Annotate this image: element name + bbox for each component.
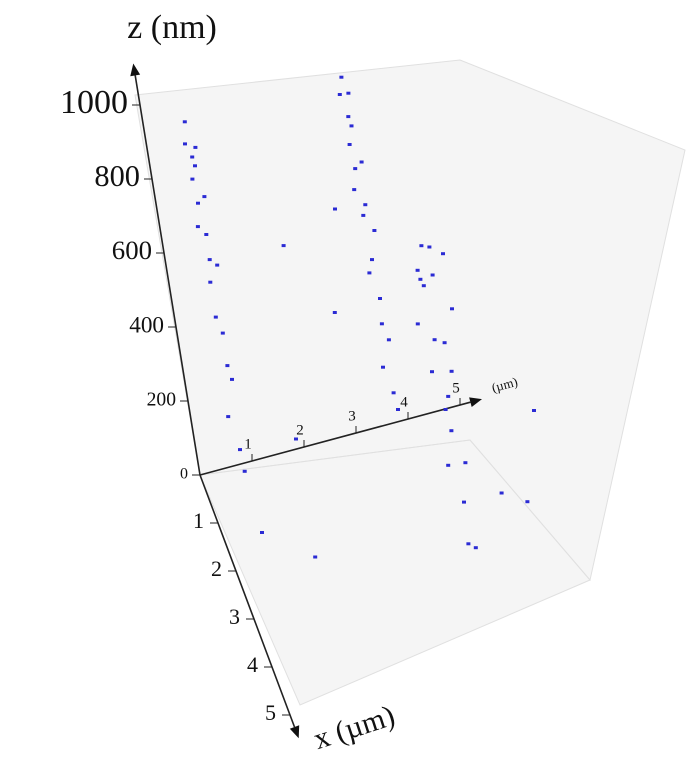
z-tick-label: 800 [94, 159, 140, 193]
z-tick-label: 400 [129, 312, 164, 338]
z-axis [134, 75, 201, 476]
point [242, 469, 247, 473]
point [313, 555, 318, 559]
point [419, 244, 424, 248]
point [353, 167, 358, 171]
point [204, 233, 209, 236]
z-tick-label: 1000 [60, 84, 128, 121]
point [346, 91, 351, 95]
point [363, 203, 368, 207]
point [213, 315, 218, 319]
point [532, 409, 536, 412]
point [225, 364, 230, 368]
point [361, 213, 366, 217]
point [195, 225, 200, 229]
point [432, 338, 437, 342]
point [207, 258, 212, 262]
point [466, 542, 471, 546]
point [208, 280, 213, 284]
y-axis-label: (µm) [490, 374, 519, 395]
point [215, 263, 220, 267]
point [238, 448, 242, 452]
point [446, 394, 451, 398]
point [473, 546, 478, 550]
point [415, 268, 420, 272]
point [372, 229, 377, 232]
point [196, 201, 200, 205]
point [418, 277, 423, 281]
point [349, 124, 354, 128]
x-tick-label: 2 [211, 556, 222, 581]
point [449, 369, 454, 373]
point [332, 311, 337, 314]
point [367, 271, 372, 275]
x-tick-label: 5 [265, 700, 276, 725]
axis-arrow [289, 725, 300, 739]
point [462, 500, 466, 504]
y-axis [199, 401, 471, 476]
point [183, 142, 187, 146]
point [339, 75, 344, 79]
point [415, 322, 420, 326]
point [370, 258, 374, 262]
axis-arrow [469, 397, 482, 408]
point [499, 491, 504, 495]
x-tick-label: 1 [193, 508, 204, 533]
point [182, 120, 187, 124]
point [446, 463, 451, 467]
point [337, 93, 342, 96]
point [260, 531, 264, 534]
point [379, 322, 384, 326]
point [441, 252, 445, 256]
axis-arrow [130, 63, 141, 77]
point [525, 500, 530, 504]
point [346, 115, 351, 119]
point [450, 307, 454, 311]
point [226, 415, 231, 419]
y-tick-label: 1 [244, 436, 252, 452]
y-tick-label: 2 [296, 422, 304, 438]
point [190, 155, 195, 159]
point [190, 177, 195, 181]
point [378, 297, 382, 300]
z-tick-label: 200 [147, 390, 177, 411]
point [193, 164, 197, 168]
box [134, 59, 686, 706]
point [443, 408, 448, 411]
point [230, 377, 234, 381]
point [294, 437, 298, 441]
point [281, 244, 286, 248]
point [430, 370, 434, 374]
z-axis-label: z (nm) [127, 9, 217, 46]
point [386, 338, 391, 342]
z-tick-label: 0 [180, 466, 188, 483]
point [352, 188, 357, 192]
point [427, 245, 432, 249]
x-tick-label: 4 [247, 652, 258, 677]
point [449, 429, 454, 433]
box-face [199, 439, 591, 706]
z-tick-label: 600 [112, 235, 152, 265]
x-tick-label: 3 [229, 604, 240, 629]
point [381, 365, 385, 369]
x-axis [199, 474, 296, 728]
point [430, 273, 435, 277]
y-tick-label: 3 [348, 408, 356, 424]
point [333, 207, 337, 211]
point [442, 341, 447, 345]
point [202, 195, 207, 199]
point [421, 284, 426, 288]
point [391, 391, 396, 395]
point [463, 461, 468, 465]
y-tick-label: 4 [400, 394, 408, 410]
x-axis-label: x (µm) [310, 699, 399, 756]
point [396, 408, 400, 411]
point [359, 160, 364, 164]
point [193, 145, 198, 149]
y-tick-label: 5 [452, 380, 460, 396]
point [347, 143, 352, 146]
point [220, 331, 225, 335]
